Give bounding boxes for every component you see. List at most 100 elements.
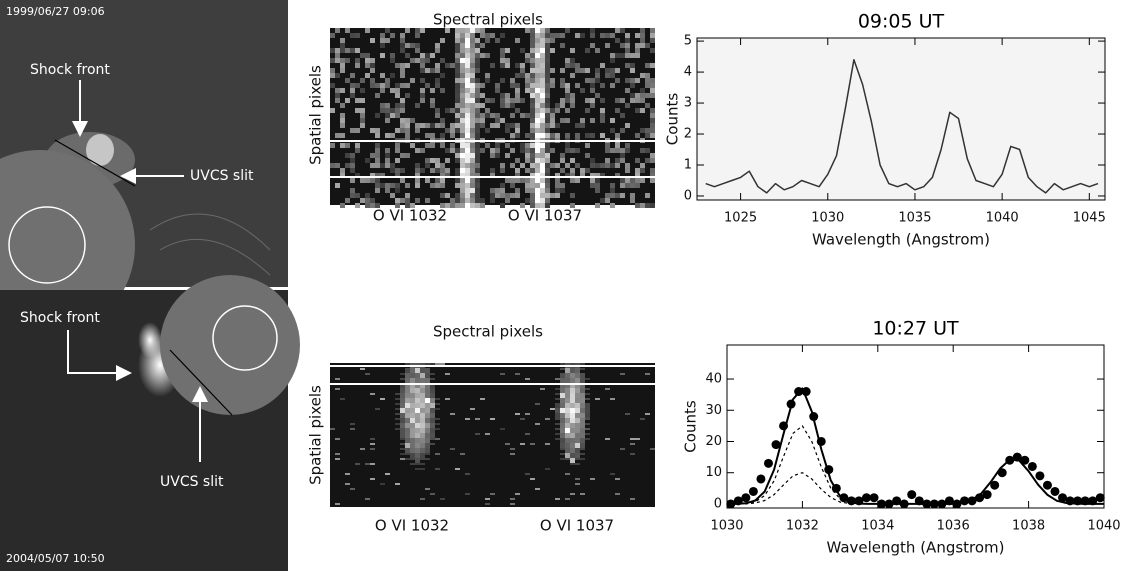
pixel — [380, 173, 385, 178]
pixel — [440, 163, 445, 168]
pixel — [400, 118, 405, 123]
pixel — [555, 33, 560, 38]
pixel — [645, 78, 650, 83]
spectrogram-title: Spectral pixels — [433, 11, 543, 29]
pixel — [430, 418, 435, 423]
pixel — [645, 413, 650, 415]
pixel — [555, 178, 560, 183]
pixel — [625, 168, 630, 173]
pixel — [615, 53, 620, 58]
pixel — [535, 88, 540, 93]
pixel — [635, 93, 640, 98]
pixel — [365, 28, 370, 33]
pixel — [465, 33, 470, 38]
pixel — [465, 133, 470, 138]
y-tick-label: 0 — [714, 496, 722, 511]
pixel — [470, 158, 475, 163]
pixel — [440, 123, 445, 128]
pixel — [445, 173, 450, 178]
pixel — [380, 163, 385, 168]
pixel — [470, 63, 475, 68]
pixel — [525, 188, 530, 193]
pixel — [430, 403, 435, 408]
pixel — [460, 68, 465, 73]
pixel — [500, 33, 505, 38]
pixel — [435, 183, 440, 188]
pixel — [420, 378, 425, 383]
pixel — [495, 123, 500, 128]
pixel — [410, 398, 415, 403]
pixel — [555, 103, 560, 108]
pixel — [405, 153, 410, 158]
pixel — [510, 193, 515, 198]
pixel — [575, 83, 580, 88]
pixel — [485, 53, 490, 58]
pixel — [430, 183, 435, 188]
pixel — [500, 188, 505, 193]
pixel — [340, 398, 345, 400]
pixel — [330, 33, 335, 38]
pixel — [560, 458, 565, 460]
pixel — [405, 383, 410, 388]
pixel — [585, 78, 590, 83]
pixel — [375, 83, 380, 88]
pixel — [620, 148, 625, 153]
pixel — [465, 98, 470, 103]
pixel — [355, 33, 360, 38]
pixel — [500, 373, 505, 375]
pixel — [355, 58, 360, 63]
pixel — [570, 73, 575, 78]
pixel — [535, 403, 540, 405]
pixel — [345, 78, 350, 83]
pixel — [450, 123, 455, 128]
pixel — [385, 78, 390, 83]
pixel — [415, 393, 420, 398]
pixel — [470, 178, 475, 183]
pixel — [470, 78, 475, 83]
pixel — [405, 43, 410, 48]
pixel — [380, 398, 385, 400]
pixel — [515, 88, 520, 93]
pixel — [455, 178, 460, 183]
pixel — [535, 128, 540, 133]
pixel — [375, 408, 380, 410]
data-point — [990, 480, 1000, 490]
pixel — [630, 178, 635, 183]
pixel — [580, 458, 585, 460]
pixel — [560, 403, 565, 408]
pixel — [560, 418, 565, 423]
pixel — [465, 113, 470, 118]
pixel — [525, 133, 530, 138]
pixel — [560, 388, 565, 393]
pixel — [545, 103, 550, 108]
pixel — [430, 123, 435, 128]
pixel — [370, 38, 375, 43]
pixel — [370, 463, 375, 465]
pixel — [540, 43, 545, 48]
spectrogram-ylabel: Spatial pixels — [307, 65, 325, 165]
pixel — [605, 43, 610, 48]
pixel — [540, 123, 545, 128]
pixel — [520, 163, 525, 168]
pixel — [515, 413, 520, 415]
pixel — [455, 203, 460, 208]
pixel — [615, 163, 620, 168]
pixel — [630, 53, 635, 58]
pixel — [425, 423, 430, 428]
pixel — [590, 158, 595, 163]
pixel — [570, 403, 575, 408]
pixel — [440, 143, 445, 148]
pixel — [395, 418, 400, 420]
pixel — [510, 123, 515, 128]
pixel — [445, 203, 450, 208]
pixel — [520, 113, 525, 118]
pixel — [360, 113, 365, 118]
pixel — [390, 88, 395, 93]
y-tick-label: 3 — [684, 96, 692, 111]
pixel — [560, 153, 565, 158]
pixel — [475, 103, 480, 108]
pixel — [470, 168, 475, 173]
pixel — [530, 168, 535, 173]
pixel — [505, 153, 510, 158]
pixel — [575, 178, 580, 183]
